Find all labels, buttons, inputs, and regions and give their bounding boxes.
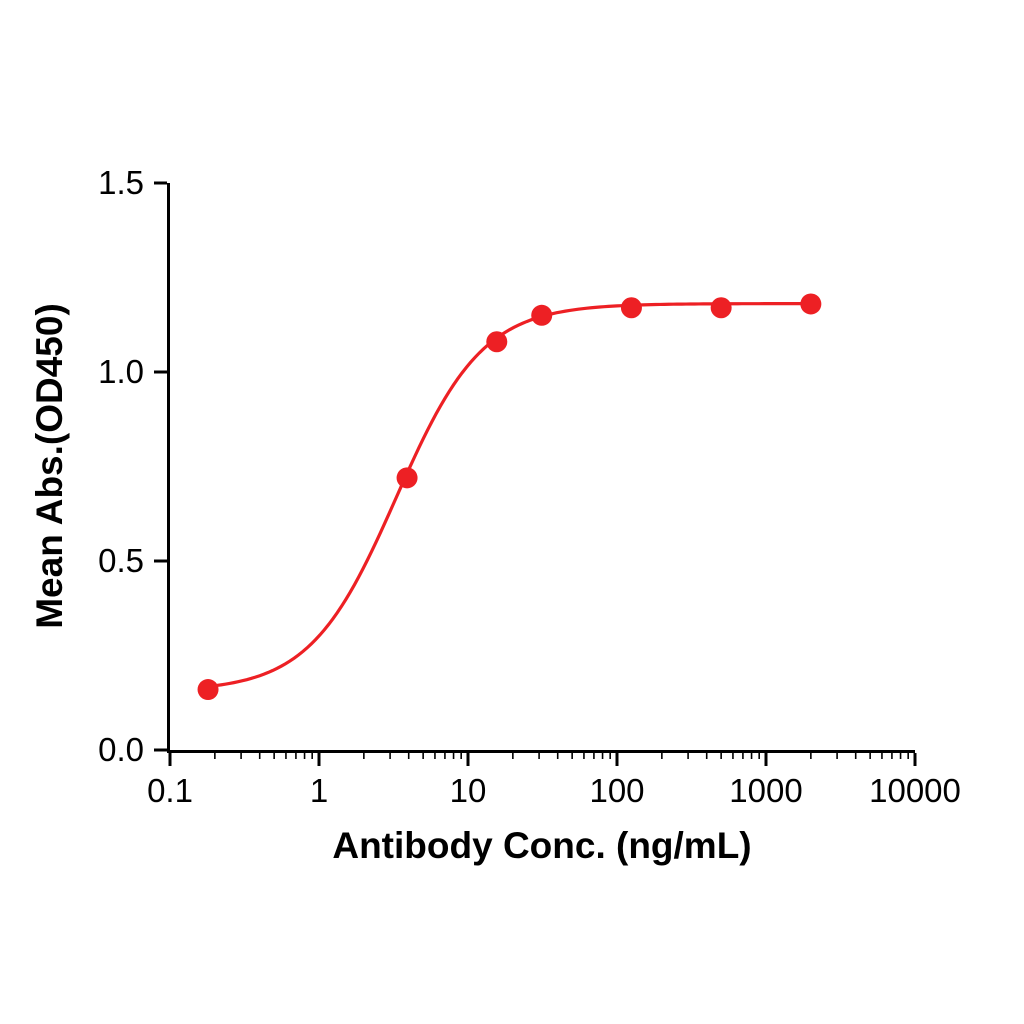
x-tick-label: 0.1: [147, 772, 193, 809]
x-tick-label: 1: [310, 772, 328, 809]
x-tick-label: 1000: [729, 772, 802, 809]
x-tick-label: 10000: [869, 772, 961, 809]
y-tick-label: 0.5: [98, 542, 144, 579]
fit-curve-path: [206, 302, 813, 689]
y-axis: 0.0 0.5 1.0 1.5: [98, 164, 170, 768]
data-point: [620, 297, 642, 319]
x-axis: 0.1 1 10 100 1000 10000: [147, 750, 961, 809]
y-tick-label: 0.0: [98, 731, 144, 768]
y-tick-label: 1.5: [98, 164, 144, 201]
data-point: [396, 467, 418, 489]
y-tick-label: 1.0: [98, 353, 144, 390]
data-point: [486, 331, 508, 353]
data-point: [800, 293, 822, 315]
y-axis-title: Mean Abs.(OD450): [29, 303, 70, 629]
data-points: [197, 293, 822, 701]
x-tick-label: 100: [589, 772, 644, 809]
data-point: [197, 679, 219, 701]
fit-curve: [206, 302, 813, 689]
x-axis-title: Antibody Conc. (ng/mL): [332, 825, 751, 866]
data-point: [531, 304, 553, 326]
data-point: [710, 297, 732, 319]
x-tick-label: 10: [450, 772, 487, 809]
